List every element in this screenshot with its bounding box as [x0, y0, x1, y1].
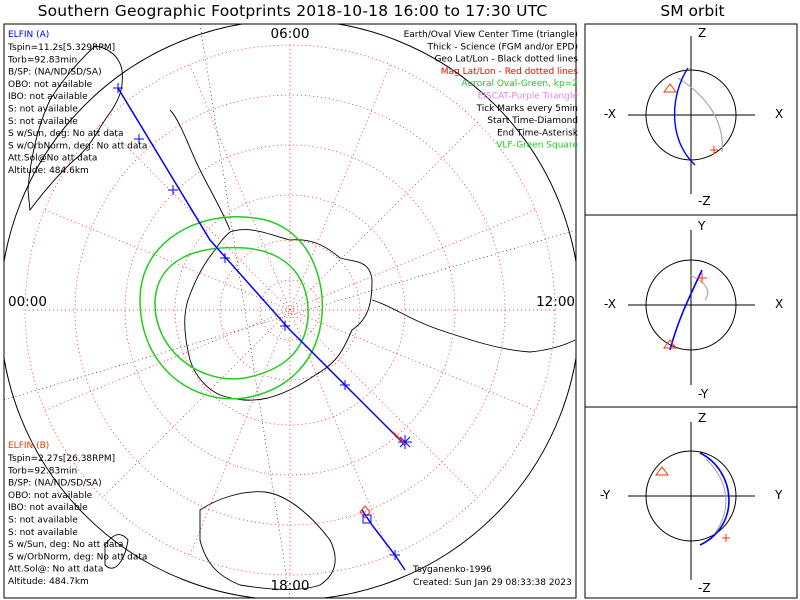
info-line: Torb=92.83min — [7, 466, 77, 476]
auroral-oval — [139, 216, 324, 400]
map-legend: Earth/Oval View Center Time (triangle) Th… — [404, 30, 579, 151]
legend-item: EISCAT-Purple Triangle — [478, 92, 579, 102]
legend-item: Geo Lat/Lon - Black dotted lines — [434, 55, 578, 65]
info-line: B/SP: (NA/ND/SD/SA) — [8, 68, 102, 78]
info-line: IBO: not available — [8, 92, 88, 102]
sm3-left-label: -Y — [600, 488, 611, 502]
elfin-a-name: ELFIN (A) — [8, 30, 49, 40]
mlt-label-top: 06:00 — [271, 26, 310, 42]
legend-item: Mag Lat/Lon - Red dotted lines — [441, 67, 579, 77]
sm1-bottom-label: -Z — [698, 194, 711, 208]
mag-grid — [24, 44, 556, 576]
elfin-a-ticks — [113, 83, 412, 449]
elfin-b-markers — [359, 505, 400, 560]
south-america-coast — [27, 45, 123, 212]
info-line: OBO: not available — [8, 491, 93, 501]
mlt-label-right: 12:00 — [536, 294, 575, 310]
info-line: Altitude: 484.7km — [8, 577, 89, 587]
info-line: IBO: not available — [8, 503, 88, 513]
sm1-top-label: Z — [698, 26, 706, 40]
antarctic-peninsula — [169, 109, 231, 231]
elfin-a-track — [117, 87, 406, 446]
info-line: S: not available — [8, 516, 78, 526]
legend-item: Auroral Oval-Green, kp=2 — [461, 79, 578, 89]
legend-item: Start Time-Diamond — [487, 116, 578, 126]
elfin-b-name: ELFIN (B) — [8, 441, 49, 451]
info-line: Altitude: 484.6km — [8, 166, 89, 176]
info-line: Torb=92.83min — [7, 55, 77, 65]
elfin-a-info: ELFIN (A) Tspin=11.2s[5.329RPM] Torb=92.8… — [7, 30, 147, 176]
info-line: S w/OrbNorm, deg: No att data — [8, 552, 147, 562]
legend-item: Thick - Science (FGM and/or EPD) — [427, 42, 578, 52]
legend-item: VLF-Green Square — [496, 141, 578, 151]
sm1-left-label: -X — [604, 107, 616, 121]
sm-frame — [584, 23, 798, 599]
sm2-top-label: Y — [697, 219, 706, 233]
sm-panel-2: Y -Y -X X — [604, 219, 783, 401]
elfin-b-info: ELFIN (B) Tspin=2.27s[26.38RPM] Torb=92.8… — [7, 441, 147, 587]
sm-panel-3: Z -Z -Y Y — [600, 411, 783, 595]
info-line: B/SP: (NA/ND/SD/SA) — [8, 479, 102, 489]
new-zealand-coast — [104, 534, 129, 569]
info-line: Tspin=2.27s[26.38RPM] — [7, 454, 115, 464]
mlt-label-bottom: 18:00 — [271, 578, 310, 594]
info-line: S: not available — [8, 528, 78, 538]
info-line: S w/OrbNorm, deg: No att data — [8, 141, 147, 151]
sm2-left-label: -X — [604, 297, 616, 311]
info-line: S w/Sun, deg: No att data — [8, 540, 123, 550]
sm-orbit-title: SM orbit — [660, 2, 725, 20]
sm3-right-label: Y — [774, 488, 783, 502]
sm2-right-label: X — [775, 297, 783, 311]
sm1-right-label: X — [775, 107, 783, 121]
coastlines — [27, 45, 576, 590]
info-line: Att.Sol@: No att data — [8, 565, 103, 575]
info-line: S: not available — [8, 105, 78, 115]
map-title: Southern Geographic Footprints 2018-10-1… — [37, 2, 548, 20]
info-line: S: not available — [8, 117, 78, 127]
info-line: Att.Sol@No att data — [8, 154, 97, 164]
model-label: Tsyganenko-1996 — [412, 565, 492, 575]
australia-coast — [199, 491, 336, 590]
geo-grid — [4, 24, 576, 598]
legend-item: Tick Marks every 5min — [476, 104, 578, 114]
antarctica-coast — [184, 229, 373, 401]
legend-item: End Time-Asterisk — [497, 128, 579, 138]
sm-panel-1: Z -Z -X X — [604, 26, 783, 208]
mlt-label-left: 00:00 — [8, 294, 47, 310]
sm2-bottom-label: -Y — [698, 387, 709, 401]
info-line: Tspin=11.2s[5.329RPM] — [7, 43, 115, 53]
elfin-b-end-marker — [392, 431, 406, 445]
created-label: Created: Sun Jan 29 08:33:38 2023 — [413, 578, 572, 588]
africa-coast — [371, 299, 576, 353]
info-line: S w/Sun, deg: No att data — [8, 129, 123, 139]
map-frame — [3, 23, 577, 599]
legend-item: Earth/Oval View Center Time (triangle) — [404, 30, 578, 40]
elfin-b-track — [361, 509, 406, 571]
sm3-top-label: Z — [698, 411, 706, 425]
sm3-bottom-label: -Z — [698, 581, 711, 595]
info-line: OBO: not available — [8, 80, 93, 90]
